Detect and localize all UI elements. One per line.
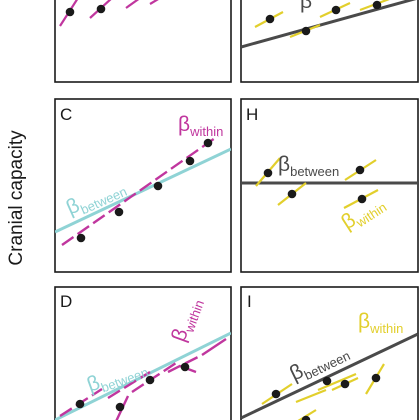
between-regression-line (55, 147, 231, 234)
beta-between-label: βbetween (278, 153, 339, 179)
data-point (145, 375, 155, 385)
within-slope-segment (201, 338, 227, 356)
within-slope-segment (115, 395, 130, 420)
data-point (331, 5, 341, 15)
beta-within-label: βwithin (178, 113, 223, 139)
panel-c: C βwithin βbetween (54, 98, 232, 273)
data-point (115, 402, 125, 412)
panel-letter: D (60, 292, 72, 311)
panel-i: I βwithin βbetween (240, 286, 419, 420)
within-slope-segment (167, 354, 201, 374)
between-regression-line (241, 332, 418, 420)
panel-h: H βbetween βwithin (240, 98, 419, 273)
between-regression-line (241, 0, 417, 49)
data-point (340, 379, 350, 389)
data-point (96, 4, 106, 14)
data-point (75, 399, 85, 409)
data-point (185, 156, 195, 166)
data-point (265, 14, 275, 24)
data-point (271, 389, 281, 399)
within-slope-segment (131, 361, 177, 394)
data-point (301, 26, 311, 36)
panel-top-left-frame (54, 0, 232, 83)
within-slope-segment (107, 370, 151, 400)
within-slope-segment (317, 372, 357, 392)
beta-subscript: within (189, 124, 223, 139)
panel-d: D βwithin βbetween (54, 286, 232, 420)
beta-symbol: β (178, 113, 190, 136)
panel-letter: I (247, 292, 252, 311)
panel-top-left (54, 0, 232, 83)
data-point (355, 165, 365, 175)
panel-letter: C (60, 105, 72, 124)
beta-symbol: β (358, 310, 370, 333)
within-regression-line (61, 135, 219, 246)
panel-letter: H (246, 105, 258, 124)
data-point (114, 207, 124, 217)
data-point (263, 168, 273, 178)
within-slope-segment (295, 388, 327, 404)
beta-between-label: β (300, 0, 312, 13)
y-axis-label: Cranial capacity (6, 130, 27, 266)
within-slope-segment (149, 0, 159, 5)
within-slope-segment (125, 0, 140, 9)
data-point (301, 415, 311, 420)
data-point (287, 189, 297, 199)
panel-c-frame (54, 98, 232, 273)
data-point (203, 138, 213, 148)
data-point (322, 376, 332, 386)
data-point (180, 362, 190, 372)
data-point (153, 181, 163, 191)
panel-h-frame (240, 98, 419, 273)
panel-d-frame (54, 286, 232, 420)
data-point (76, 233, 86, 243)
beta-subscript: within (369, 321, 403, 336)
data-point (372, 0, 382, 10)
beta-within-label: βwithin (358, 310, 403, 336)
data-point (65, 7, 75, 17)
panel-top-right: β (240, 0, 419, 83)
data-point (371, 373, 381, 383)
beta-symbol: β (278, 153, 290, 176)
beta-subscript: between (290, 164, 339, 179)
data-point (357, 194, 367, 204)
